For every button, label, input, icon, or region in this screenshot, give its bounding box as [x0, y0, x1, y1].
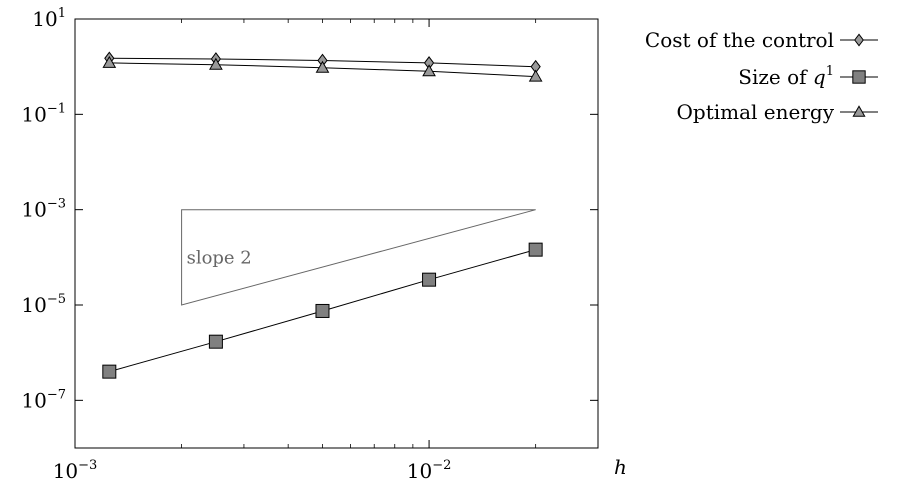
legend-label: Optimal energy: [677, 100, 835, 124]
y-tick-label: 10−5: [21, 292, 66, 317]
slope-triangle: [181, 209, 536, 306]
axis-ticks: 10−3 10−2 101 10−1 10−3 10−5 10−7: [21, 6, 598, 483]
y-tick-label: 101: [32, 6, 66, 31]
triangle-marker: [209, 57, 223, 70]
legend: Cost of the control Size of q1 Optimal ene…: [645, 28, 878, 124]
y-tick-label: 10−1: [21, 101, 66, 126]
triangle-marker: [422, 64, 436, 77]
triangle-marker: [528, 69, 543, 82]
square-marker: [528, 242, 543, 257]
triangle-marker: [852, 105, 866, 117]
triangle-marker: [315, 60, 330, 73]
series-group: [102, 51, 543, 379]
y-tick-label: 10−7: [21, 387, 66, 412]
square-marker: [852, 70, 866, 84]
plot-frame: [74, 18, 599, 449]
series-triangle: [102, 55, 543, 82]
legend-label: Cost of the control: [645, 28, 834, 52]
x-tick-label: 10−2: [407, 458, 452, 483]
square-marker: [422, 272, 437, 287]
slope-label: slope 2: [187, 247, 252, 268]
square-marker: [208, 334, 223, 349]
slope-annotation: slope 2: [181, 209, 536, 306]
legend-label: Size of q1: [738, 64, 834, 89]
x-tick-label: 10−3: [53, 458, 98, 483]
square-marker: [102, 364, 117, 379]
square-marker: [315, 303, 330, 318]
series-square: [102, 242, 543, 379]
x-axis-title: h: [614, 455, 627, 479]
diamond-marker: [854, 33, 864, 47]
y-tick-label: 10−3: [21, 197, 66, 222]
triangle-marker: [102, 55, 117, 68]
